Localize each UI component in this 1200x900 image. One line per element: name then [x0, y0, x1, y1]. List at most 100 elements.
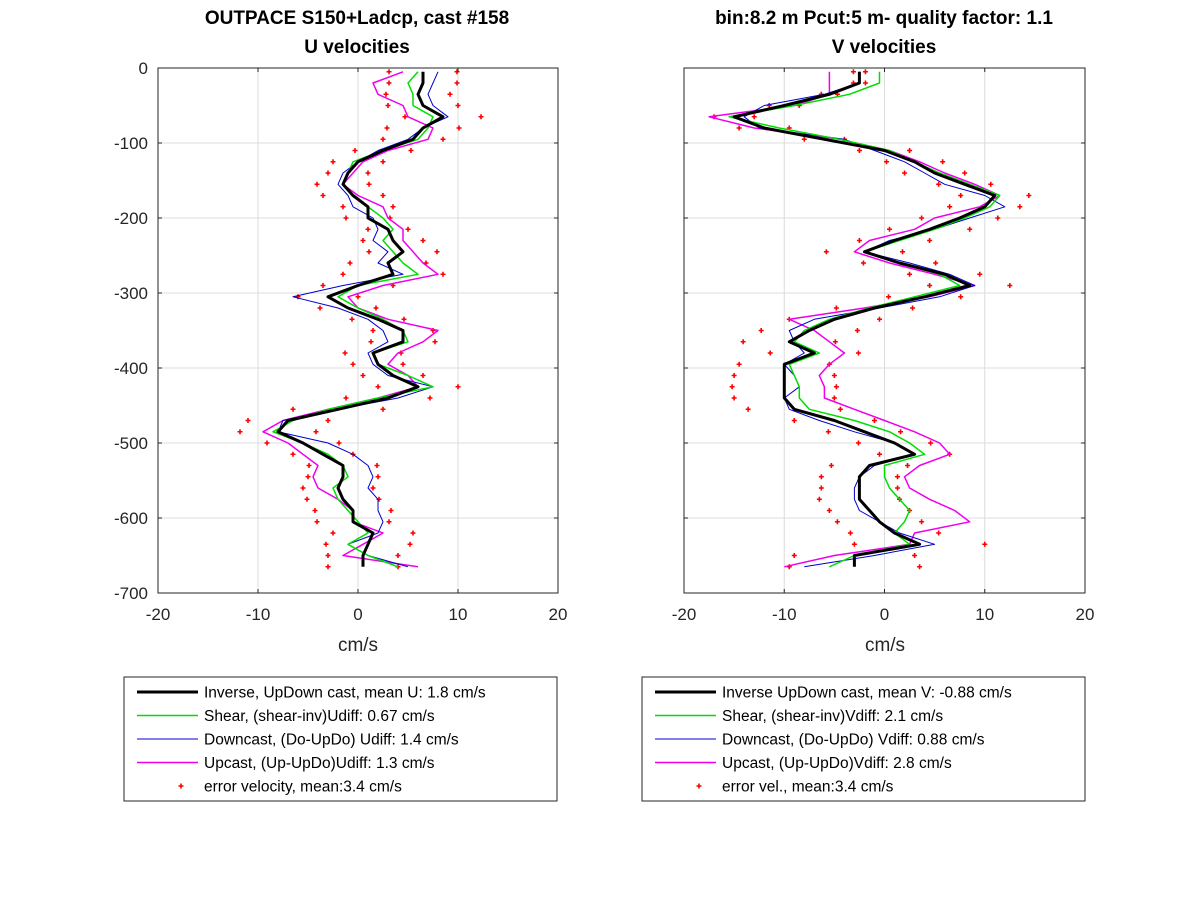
- v-error-marker: [801, 136, 807, 142]
- v-error-marker: [895, 485, 901, 491]
- v-ticks: -20 -10 0 10 20: [672, 67, 1095, 624]
- u-error-marker: [325, 553, 331, 558]
- u-x-tick-label: -10: [246, 605, 271, 624]
- u-legend-marker: [178, 783, 184, 789]
- v-error-marker: [982, 541, 988, 547]
- u-y-tick-label: -500: [114, 434, 148, 453]
- v-error-marker: [977, 271, 983, 277]
- v-error-marker: [910, 305, 916, 311]
- u-error-marker: [330, 159, 336, 165]
- v-error-marker: [731, 395, 737, 401]
- u-error-marker: [388, 508, 394, 513]
- v-error-marker: [912, 553, 918, 558]
- u-error-marker: [336, 440, 342, 446]
- v-error-marker: [995, 215, 1001, 221]
- u-y-tick-label: -200: [114, 209, 148, 228]
- v-legend-marker: [696, 783, 702, 789]
- u-x-tick-label: -20: [146, 605, 171, 624]
- u-error-marker: [380, 159, 386, 165]
- u-y-tick-label: -600: [114, 509, 148, 528]
- v-error-marker: [898, 429, 904, 435]
- v-error-marker: [887, 226, 893, 232]
- u-series-line-0: [276, 71, 445, 567]
- v-error-marker: [1026, 193, 1032, 198]
- u-error-marker: [420, 373, 426, 378]
- u-error-marker: [405, 226, 411, 232]
- u-error-marker: [434, 249, 440, 255]
- u-error-marker: [343, 215, 349, 221]
- v-error-marker: [831, 395, 837, 401]
- u-error-marker: [386, 80, 392, 86]
- u-error-marker: [410, 530, 416, 536]
- u-error-marker: [427, 395, 433, 401]
- u-error-marker: [380, 136, 386, 142]
- u-x-tick-label: 20: [549, 605, 568, 624]
- u-error-marker: [237, 429, 243, 435]
- u-error-marker: [370, 328, 376, 333]
- u-error-marker: [320, 283, 326, 288]
- v-error-marker: [927, 283, 933, 288]
- u-legend-label: Downcast, (Do-UpDo) Udiff: 1.4 cm/s: [204, 732, 459, 749]
- u-error-marker: [420, 238, 426, 243]
- v-error-marker: [958, 294, 964, 300]
- u-error-marker: [304, 496, 310, 502]
- u-error-marker: [455, 384, 461, 390]
- u-error-marker: [407, 541, 413, 547]
- u-legend-label: Shear, (shear-inv)Udiff: 0.67 cm/s: [204, 708, 435, 725]
- u-error-marker: [447, 91, 453, 97]
- v-error-marker: [791, 553, 797, 558]
- v-error-marker: [825, 429, 831, 435]
- u-legend: Inverse, UpDown cast, mean U: 1.8 cm/s Sh…: [123, 676, 558, 802]
- v-error-marker: [731, 373, 737, 378]
- u-error-marker: [305, 474, 311, 480]
- v-x-tick-label: 10: [975, 605, 994, 624]
- v-error-marker: [856, 148, 862, 153]
- u-error-marker: [290, 451, 296, 457]
- u-error-marker: [312, 508, 318, 513]
- u-error-marker: [323, 541, 329, 547]
- v-x-tick-label: 20: [1076, 605, 1095, 624]
- v-x-tick-label: -20: [672, 605, 697, 624]
- u-error-marker: [343, 395, 349, 401]
- v-error-marker: [907, 148, 913, 153]
- v-error-marker: [967, 226, 973, 232]
- v-error-marker: [736, 361, 742, 367]
- v-error-marker: [988, 181, 994, 187]
- v-velocity-panel: bin:8.2 m Pcut:5 m- quality factor: 1.1 …: [641, 8, 1095, 802]
- u-y-tick-label: -100: [114, 134, 148, 153]
- u-error-marker: [400, 361, 406, 367]
- v-error-marker: [745, 406, 751, 412]
- u-error-marker: [456, 125, 462, 131]
- v-error-marker: [936, 181, 942, 187]
- v-error-marker: [854, 328, 860, 333]
- u-error-marker: [455, 103, 461, 108]
- v-error-marker: [958, 193, 964, 198]
- v-x-tick-label: -10: [772, 605, 797, 624]
- v-error-marker: [876, 316, 882, 322]
- u-legend-label: Upcast, (Up-UpDo)Udiff: 1.3 cm/s: [204, 755, 435, 772]
- v-error-marker: [856, 238, 862, 243]
- u-error-marker: [342, 350, 348, 356]
- v-error-marker: [928, 440, 934, 446]
- u-error-marker: [386, 519, 392, 525]
- u-error-marker: [401, 316, 407, 322]
- u-error-marker: [352, 148, 358, 153]
- v-x-tick-label: 0: [880, 605, 889, 624]
- u-error-marker: [366, 249, 372, 255]
- v-error-marker: [886, 294, 892, 300]
- v-panel-subtitle: V velocities: [832, 37, 937, 58]
- u-error-marker: [320, 193, 326, 198]
- u-error-marker: [340, 204, 346, 210]
- u-error-marker: [245, 418, 251, 423]
- v-error-marker: [834, 519, 840, 525]
- v-error-marker: [791, 418, 797, 423]
- u-error-marker: [395, 553, 401, 558]
- v-error-marker: [851, 541, 857, 547]
- u-error-marker: [264, 440, 270, 446]
- v-error-marker: [729, 384, 735, 390]
- u-error-marker: [347, 260, 353, 266]
- v-error-marker: [884, 159, 890, 165]
- v-legend-label: Downcast, (Do-UpDo) Vdiff: 0.88 cm/s: [722, 732, 985, 749]
- u-error-marker: [300, 485, 306, 491]
